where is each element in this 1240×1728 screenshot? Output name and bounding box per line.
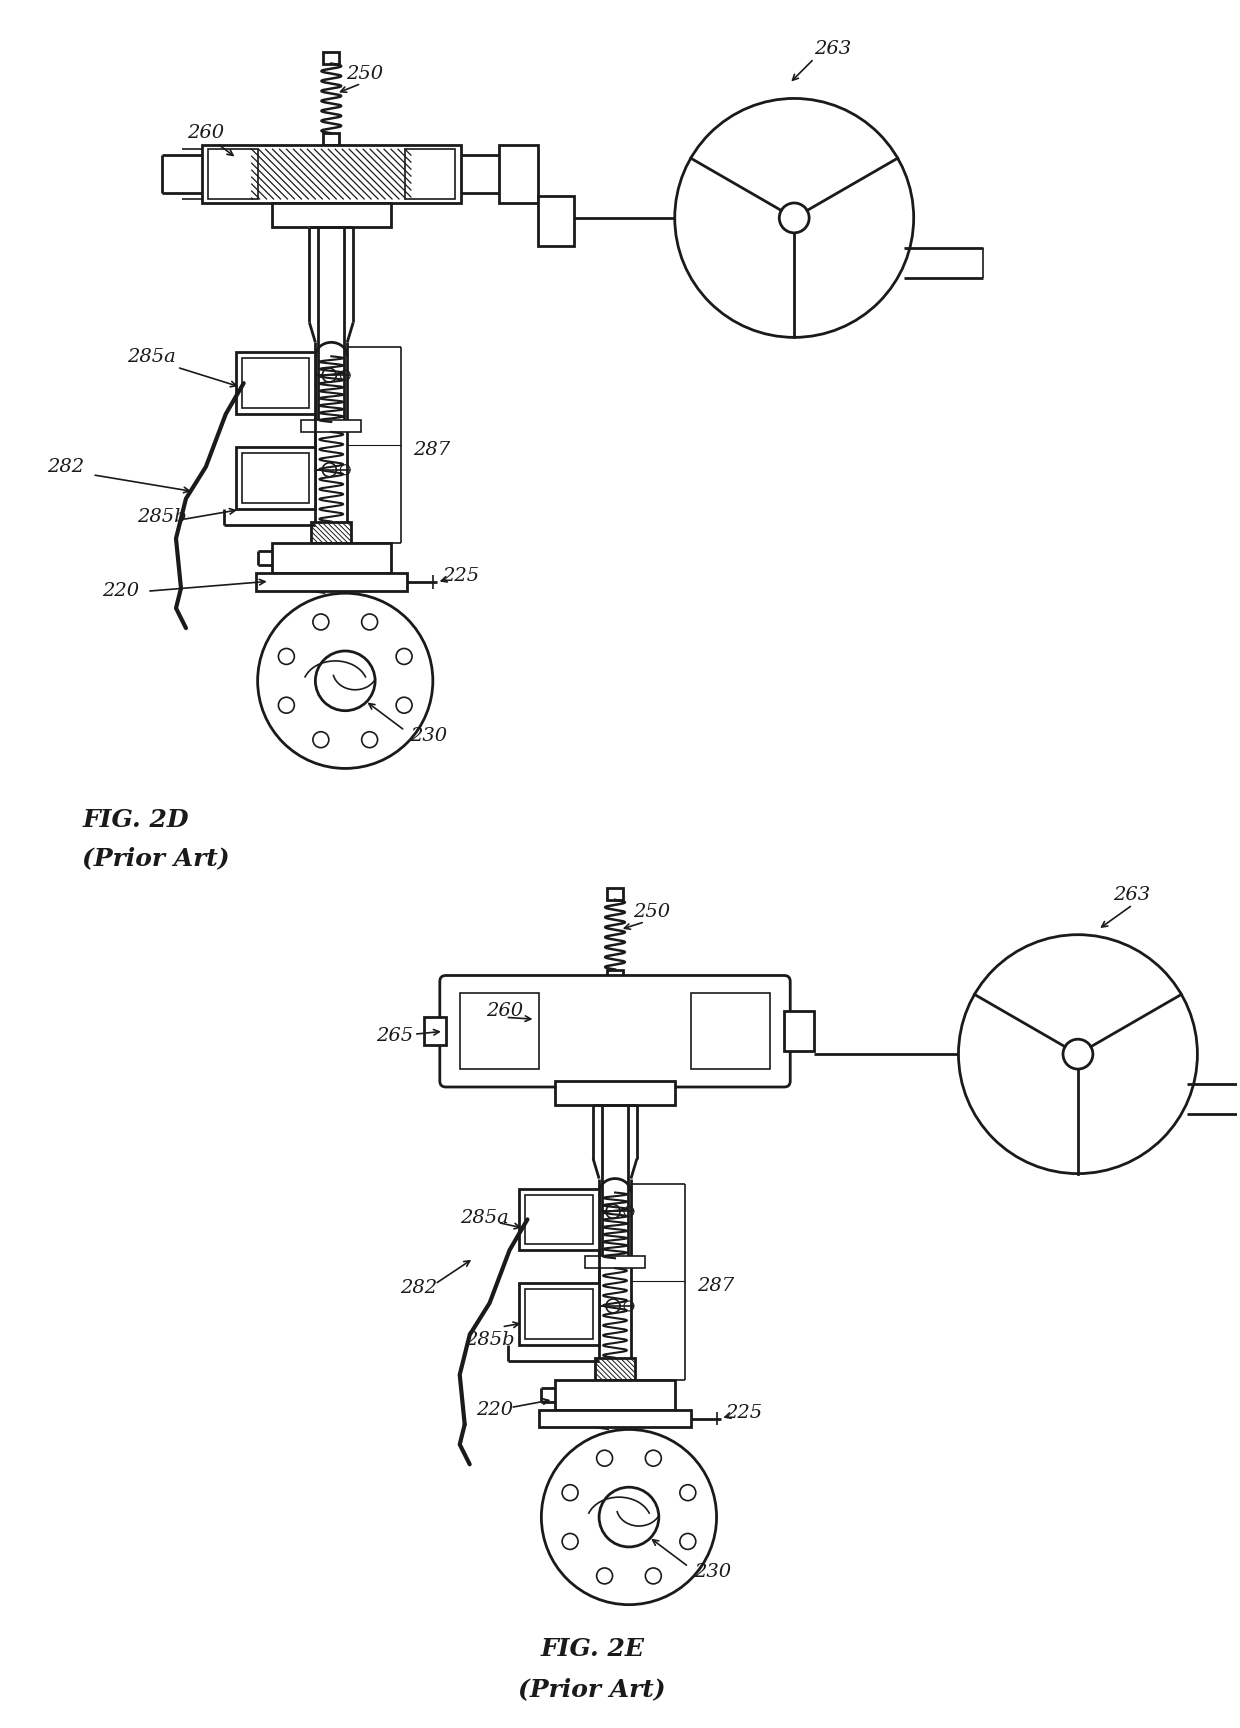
Text: 282: 282: [47, 458, 84, 475]
Text: 285b: 285b: [465, 1331, 515, 1350]
Bar: [272, 543, 391, 574]
Bar: [236, 353, 315, 415]
Bar: [691, 994, 770, 1070]
Bar: [520, 1284, 599, 1344]
Bar: [784, 1011, 815, 1051]
Text: 250: 250: [632, 902, 670, 921]
Bar: [520, 1189, 599, 1251]
Bar: [595, 1358, 635, 1379]
Bar: [324, 133, 340, 145]
Bar: [526, 1289, 593, 1339]
Bar: [526, 1194, 593, 1244]
Text: 287: 287: [697, 1277, 734, 1294]
Text: 285b: 285b: [138, 508, 187, 525]
Bar: [608, 969, 622, 982]
Bar: [498, 145, 538, 202]
Text: 265: 265: [376, 1026, 413, 1045]
Text: 220: 220: [103, 582, 139, 600]
Text: 260: 260: [187, 124, 224, 142]
Bar: [556, 1379, 675, 1410]
Text: 225: 225: [441, 567, 479, 586]
Text: (Prior Art): (Prior Art): [82, 847, 231, 869]
Bar: [539, 1410, 691, 1427]
Text: 263: 263: [815, 40, 851, 57]
FancyBboxPatch shape: [440, 976, 790, 1087]
Text: 225: 225: [725, 1403, 763, 1422]
Bar: [311, 522, 351, 543]
Bar: [405, 149, 455, 199]
Bar: [608, 888, 622, 900]
Text: 220: 220: [476, 1401, 513, 1419]
Text: 230: 230: [693, 1562, 730, 1581]
Text: 285a: 285a: [460, 1210, 508, 1227]
Text: 282: 282: [401, 1279, 438, 1298]
Bar: [242, 453, 310, 503]
Text: 285a: 285a: [128, 349, 176, 366]
Text: 230: 230: [410, 726, 448, 745]
Bar: [236, 448, 315, 508]
Text: 287: 287: [413, 441, 450, 460]
Bar: [460, 994, 539, 1070]
Bar: [585, 1256, 645, 1268]
Text: 263: 263: [1112, 886, 1149, 904]
Text: FIG. 2E: FIG. 2E: [541, 1638, 644, 1661]
Bar: [556, 1082, 675, 1104]
Bar: [255, 574, 407, 591]
Bar: [242, 358, 310, 408]
Bar: [301, 420, 361, 432]
Text: FIG. 2D: FIG. 2D: [82, 809, 188, 833]
Text: (Prior Art): (Prior Art): [518, 1678, 666, 1702]
Polygon shape: [310, 226, 315, 342]
Bar: [272, 202, 391, 226]
Bar: [208, 149, 258, 199]
Bar: [424, 1018, 446, 1045]
Text: 260: 260: [486, 1002, 523, 1020]
Bar: [324, 52, 340, 64]
Text: 250: 250: [346, 64, 383, 83]
Bar: [202, 145, 461, 202]
Bar: [538, 195, 574, 245]
